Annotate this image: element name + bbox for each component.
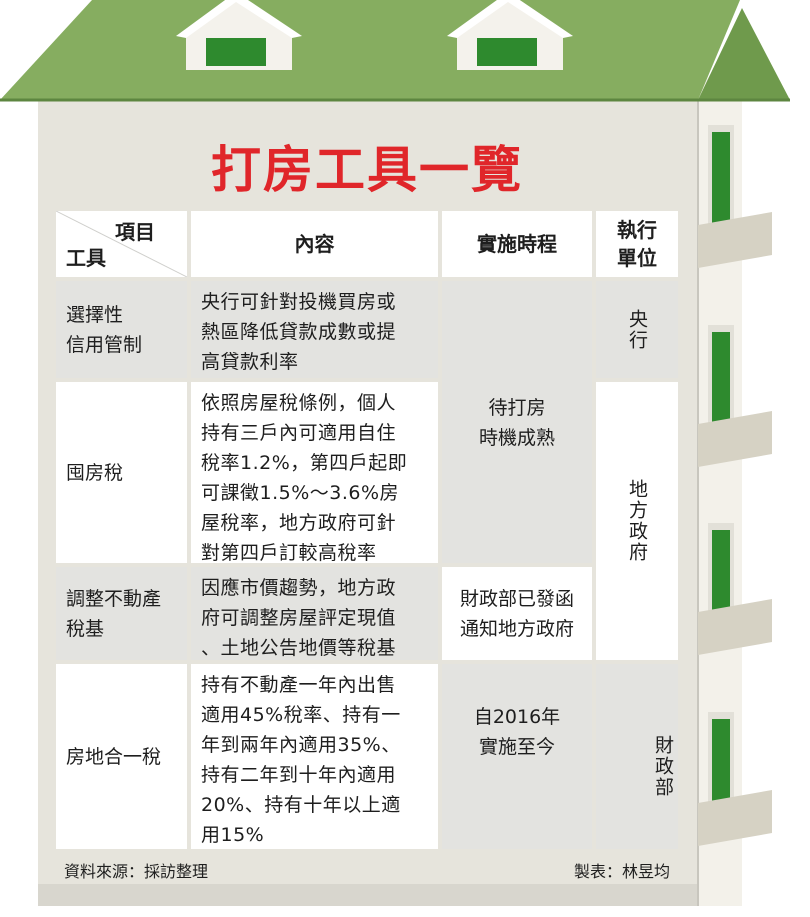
balcony bbox=[698, 212, 772, 268]
balcony bbox=[698, 411, 772, 467]
schedule-cell-row-3: 財政部已發函 通知地方政府 bbox=[442, 567, 592, 660]
content-cell-combined-tax: 持有不動產一年內出售 適用45%稅率、持有一 年到兩年內適用35%、 持有二年到… bbox=[191, 664, 438, 849]
schedule-cell-row-4: 自2016年 實施至今 bbox=[442, 664, 592, 849]
side-window bbox=[712, 530, 730, 622]
header-content: 內容 bbox=[191, 211, 438, 277]
header-schedule: 實施時程 bbox=[442, 211, 592, 277]
roof-gable bbox=[698, 8, 790, 100]
dormer-roof bbox=[447, 0, 573, 38]
credit-note: 製表：林昱均 bbox=[573, 862, 670, 881]
building-base bbox=[38, 884, 698, 906]
unit-cell-central-bank: 央行 bbox=[596, 281, 678, 378]
header-unit: 執行 單位 bbox=[596, 211, 678, 277]
dormer-window bbox=[206, 38, 266, 66]
tool-cell-combined-tax: 房地合一稅 bbox=[56, 664, 187, 849]
corner-bottom-label: 工具 bbox=[66, 246, 106, 270]
source-note: 資料來源：採訪整理 bbox=[64, 862, 209, 881]
content-cell-credit-control: 央行可針對投機買房或 熱區降低貸款成數或提 高貸款利率 bbox=[191, 281, 438, 378]
side-window bbox=[712, 332, 730, 424]
content-cell-hoarding-tax: 依照房屋稅條例，個人 持有三戶內可適用自住 稅率1.2%，第四戶起即 可課徵1.… bbox=[191, 382, 438, 564]
balcony bbox=[698, 599, 772, 655]
tool-cell-hoarding-tax: 囤房稅 bbox=[56, 382, 187, 563]
unit-cell-ministry-of-finance: 財政部 bbox=[596, 664, 678, 849]
corner-header-cell: 項目 工具 bbox=[56, 211, 187, 277]
corner-top-label: 項目 bbox=[115, 220, 155, 244]
schedule-cell-rows-1-2: 待打房 時機成熟 bbox=[442, 281, 592, 563]
roof bbox=[0, 0, 740, 100]
diagonal-divider bbox=[56, 211, 187, 277]
side-window bbox=[712, 132, 730, 224]
tool-cell-credit-control: 選擇性 信用管制 bbox=[56, 281, 187, 378]
unit-cell-local-government: 地方政府 bbox=[596, 382, 678, 660]
balcony bbox=[698, 790, 772, 846]
side-window bbox=[712, 719, 730, 811]
dormer-roof bbox=[176, 0, 302, 38]
dormer-window bbox=[477, 38, 537, 66]
content-cell-tax-base: 因應市價趨勢，地方政 府可調整房屋評定現值 、土地公告地價等稅基 bbox=[191, 567, 438, 660]
page-title: 打房工具一覽 bbox=[211, 141, 523, 199]
tool-cell-tax-base: 調整不動產 稅基 bbox=[56, 567, 187, 660]
tools-table: 項目 工具 內容 實施時程 執行 單位 選擇性 信用管制 央行可針對投機買房或 … bbox=[56, 211, 678, 849]
